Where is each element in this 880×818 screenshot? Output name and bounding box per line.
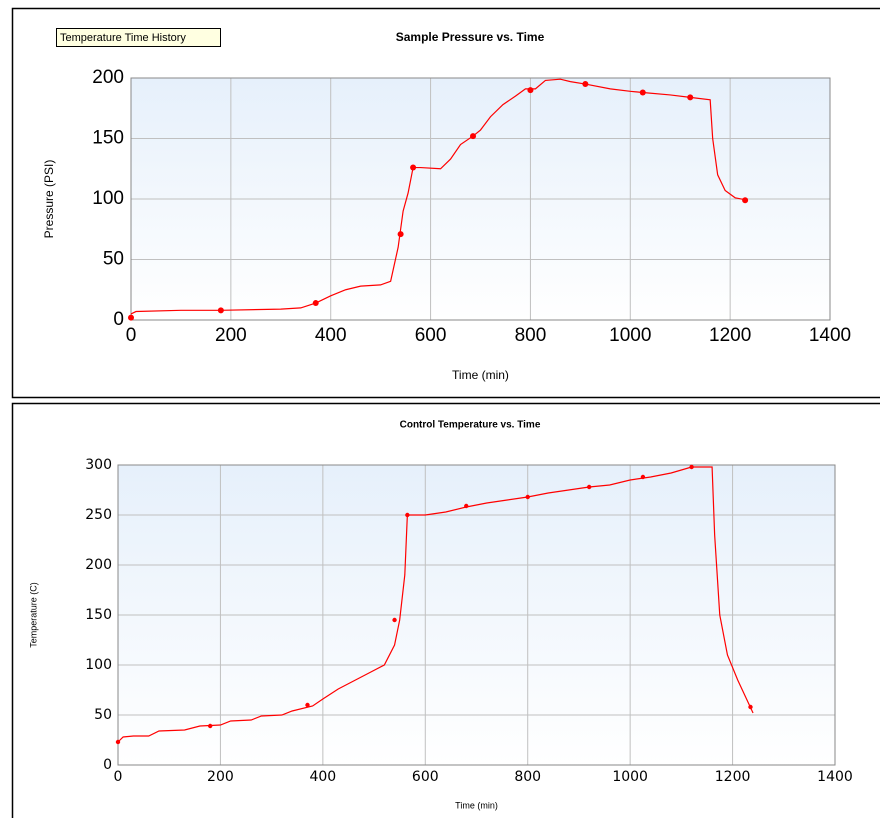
x-tick-label: 400 [315, 325, 347, 346]
data-point [586, 484, 592, 490]
data-point [464, 503, 469, 509]
y-tick-label: 200 [92, 67, 124, 88]
data-point [582, 81, 589, 88]
y-tick-label: 0 [103, 757, 112, 773]
data-point [115, 739, 121, 745]
x-tick-label: 200 [207, 769, 234, 785]
y-tick-label: 100 [92, 188, 124, 209]
tooltip: Temperature Time History [60, 32, 186, 44]
x-tick-label: 800 [515, 325, 547, 346]
x-axis-label: Time (min) [452, 368, 509, 382]
data-point [527, 87, 534, 94]
y-tick-label: 0 [113, 309, 124, 330]
x-tick-label: 800 [514, 769, 541, 785]
data-point [397, 231, 404, 238]
x-tick-label: 600 [412, 769, 439, 785]
y-tick-label: 150 [92, 128, 124, 149]
data-point [312, 300, 319, 307]
data-point [640, 474, 646, 480]
chart-title: Sample Pressure vs. Time [396, 30, 545, 44]
x-tick-label: 0 [114, 769, 123, 785]
data-point [217, 307, 224, 314]
data-point [470, 133, 477, 140]
x-tick-label: 0 [126, 325, 137, 346]
x-tick-label: 1000 [609, 325, 651, 346]
y-tick-label: 300 [85, 457, 112, 473]
data-point [410, 164, 417, 171]
x-tick-label: 1400 [817, 769, 853, 785]
chart-title: Control Temperature vs. Time [400, 420, 541, 431]
data-point [525, 494, 530, 500]
data-point [689, 464, 694, 470]
data-point [305, 702, 310, 708]
y-tick-label: 150 [85, 607, 112, 623]
x-tick-label: 1200 [715, 769, 751, 785]
data-line [130, 78, 748, 315]
x-tick-label: 1400 [809, 325, 851, 346]
x-tick-label: 1000 [612, 769, 648, 785]
x-tick-label: 400 [309, 769, 336, 785]
data-point [742, 197, 749, 204]
data-point [207, 723, 213, 729]
x-axis-label: Time (min) [455, 800, 498, 810]
y-tick-label: 200 [85, 557, 112, 573]
data-point [392, 617, 397, 623]
data-point [639, 89, 646, 96]
y-tick-label: 250 [85, 507, 112, 523]
x-tick-label: 200 [215, 325, 247, 346]
data-point [687, 94, 694, 101]
plot-frame [130, 77, 831, 321]
y-axis-label: Temperature (C) [28, 582, 38, 648]
data-point [128, 314, 134, 321]
y-axis-label: Pressure (PSI) [42, 160, 56, 239]
tooltip-box [56, 28, 221, 47]
data-line [117, 466, 754, 743]
data-point [748, 704, 753, 710]
x-tick-label: 1200 [709, 325, 751, 346]
x-tick-label: 600 [415, 325, 447, 346]
plot-frame [117, 464, 836, 766]
y-tick-label: 50 [94, 707, 112, 723]
data-point [405, 512, 410, 518]
y-tick-label: 100 [85, 657, 112, 673]
y-tick-label: 50 [103, 249, 124, 270]
